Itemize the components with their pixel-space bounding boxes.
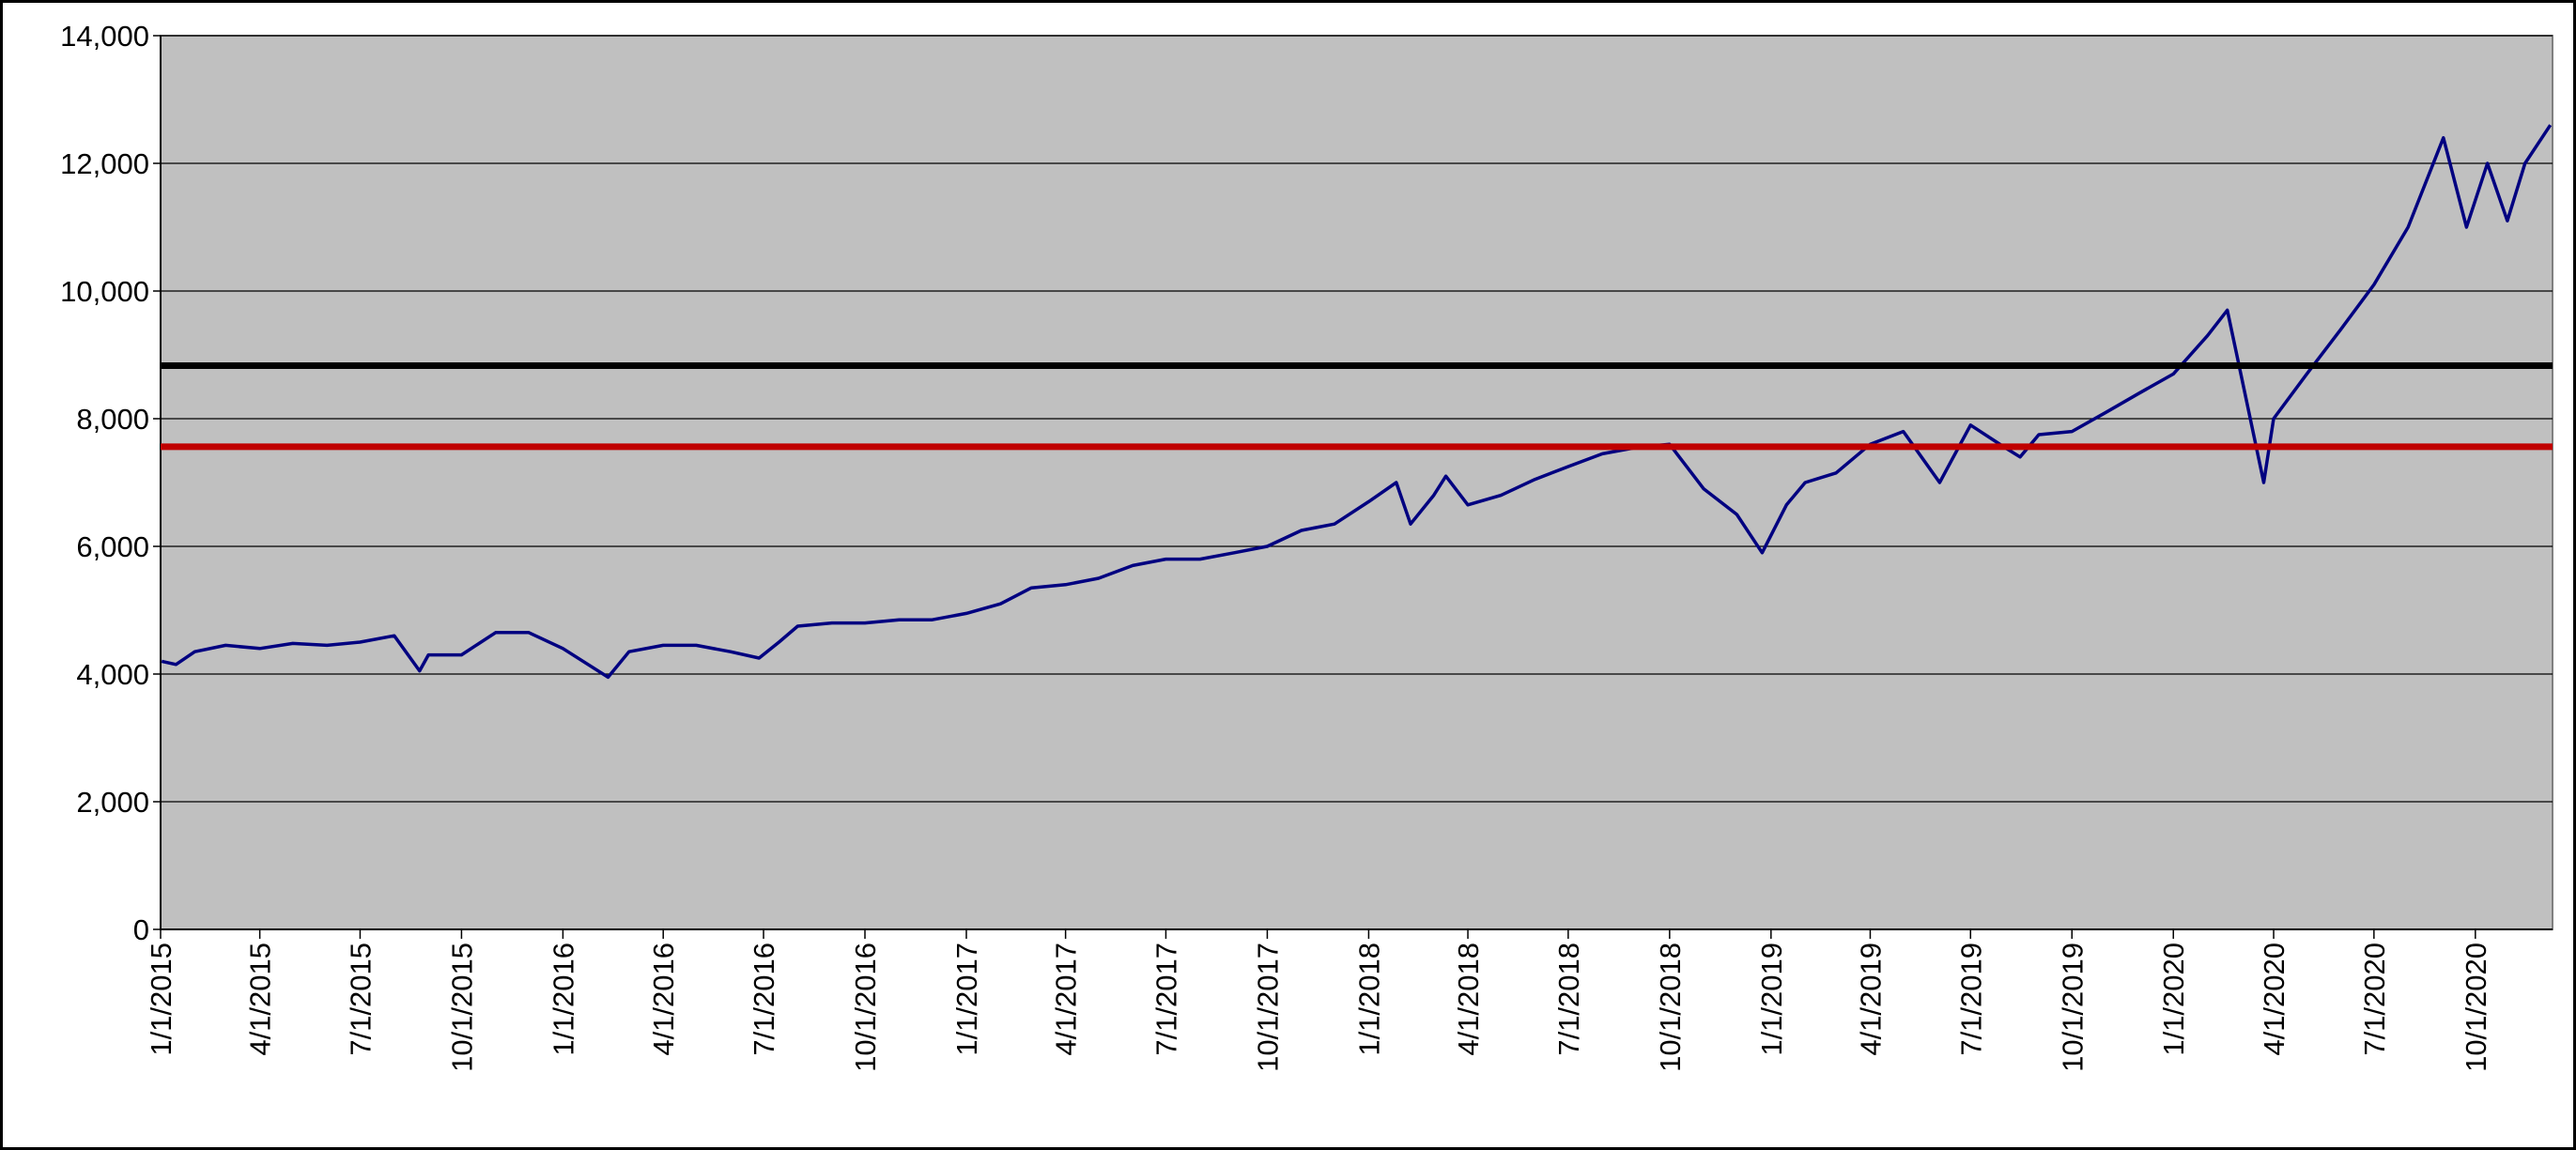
x-tick-label: 7/1/2018 <box>1552 943 1585 1056</box>
x-tick-label: 1/1/2018 <box>1352 943 1385 1056</box>
x-tick-label: 10/1/2015 <box>445 943 478 1072</box>
plot-area <box>160 35 2553 930</box>
x-tick-label: 4/1/2017 <box>1050 943 1083 1056</box>
y-tick-label: 12,000 <box>60 147 149 180</box>
x-tick-label: 10/1/2017 <box>1251 943 1284 1072</box>
x-tick-label: 4/1/2020 <box>2258 943 2291 1056</box>
x-tick-label: 7/1/2017 <box>1149 943 1182 1056</box>
x-tick-label: 1/1/2019 <box>1755 943 1788 1056</box>
y-tick-label: 0 <box>133 913 149 946</box>
x-tick-label: 10/1/2018 <box>1654 943 1687 1072</box>
x-tick-label: 1/1/2015 <box>145 943 177 1056</box>
x-tick-label: 10/1/2019 <box>2056 943 2089 1072</box>
x-tick-label: 7/1/2015 <box>344 943 377 1056</box>
x-tick-label: 4/1/2016 <box>647 943 680 1056</box>
x-tick-label: 1/1/2016 <box>547 943 579 1056</box>
x-tick-label: 10/1/2020 <box>2460 943 2492 1072</box>
x-tick-label: 4/1/2018 <box>1452 943 1485 1056</box>
x-tick-label: 4/1/2015 <box>244 943 277 1056</box>
y-tick-label: 14,000 <box>60 20 149 53</box>
x-tick-label: 10/1/2016 <box>849 943 882 1072</box>
x-tick-label: 4/1/2019 <box>1854 943 1887 1056</box>
y-tick-label: 10,000 <box>60 275 149 308</box>
y-tick-label: 6,000 <box>76 530 149 563</box>
y-tick-label: 2,000 <box>76 786 149 819</box>
y-tick-label: 8,000 <box>76 403 149 436</box>
y-tick-label: 4,000 <box>76 658 149 691</box>
x-tick-label: 1/1/2020 <box>2157 943 2190 1056</box>
x-tick-label: 7/1/2016 <box>748 943 780 1056</box>
data-line <box>161 124 2553 680</box>
x-tick-label: 7/1/2020 <box>2358 943 2391 1056</box>
x-tick-label: 1/1/2017 <box>950 943 983 1056</box>
x-tick-label: 7/1/2019 <box>1954 943 1987 1056</box>
